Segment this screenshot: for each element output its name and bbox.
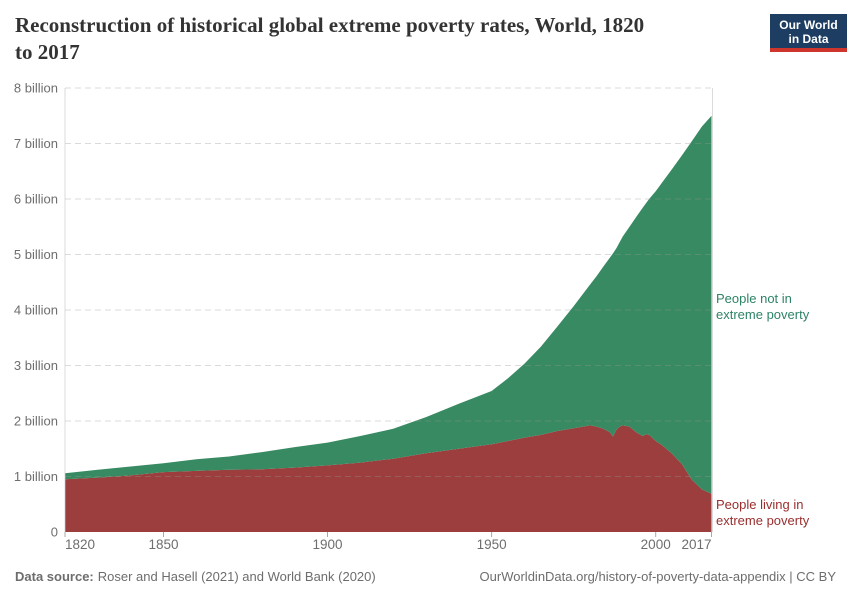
y-axis-label: 3 billion xyxy=(14,358,58,373)
chart-title-line1: Reconstruction of historical global extr… xyxy=(15,13,645,37)
data-source-note: Data source: Roser and Hasell (2021) and … xyxy=(15,569,376,584)
credit-link[interactable]: OurWorldinData.org/history-of-poverty-da… xyxy=(479,569,836,584)
owid-logo[interactable]: Our World in Data xyxy=(770,14,847,52)
y-axis-label: 4 billion xyxy=(14,303,58,318)
chart-footer: Data source: Roser and Hasell (2021) and … xyxy=(15,569,836,584)
y-axis-label: 0 xyxy=(51,525,58,540)
x-axis-label-1950: 1950 xyxy=(477,537,507,552)
series-label-not-in-extreme-poverty: People not in extreme poverty xyxy=(716,291,810,322)
owid-logo-line2: in Data xyxy=(788,32,829,46)
y-axis-label: 7 billion xyxy=(14,136,58,151)
chart-title: Reconstruction of historical global extr… xyxy=(15,12,644,66)
area-people-not-in-extreme-poverty[interactable] xyxy=(65,115,712,494)
owid-logo-line1: Our World xyxy=(779,18,838,32)
series-label-living-in-extreme-poverty: People living in extreme poverty xyxy=(716,497,810,528)
data-source-label: Data source: xyxy=(15,569,94,584)
x-axis-label-1850: 1850 xyxy=(148,537,178,552)
owid-logo-red-bar xyxy=(770,48,847,52)
x-axis-label-1900: 1900 xyxy=(312,537,342,552)
x-axis-label-2017: 2017 xyxy=(681,537,711,552)
x-axis-label-1820: 1820 xyxy=(65,537,95,552)
data-source-text: Roser and Hasell (2021) and World Bank (… xyxy=(97,569,376,584)
y-axis-label: 5 billion xyxy=(14,247,58,262)
area-people-living-in-extreme-poverty[interactable] xyxy=(65,425,712,532)
y-axis-label: 1 billion xyxy=(14,469,58,484)
x-axis-label-2000: 2000 xyxy=(641,537,671,552)
y-axis-label: 8 billion xyxy=(14,81,58,96)
chart-title-line2: to 2017 xyxy=(15,40,80,64)
y-axis-label: 2 billion xyxy=(14,414,58,429)
y-axis-label: 6 billion xyxy=(14,192,58,207)
